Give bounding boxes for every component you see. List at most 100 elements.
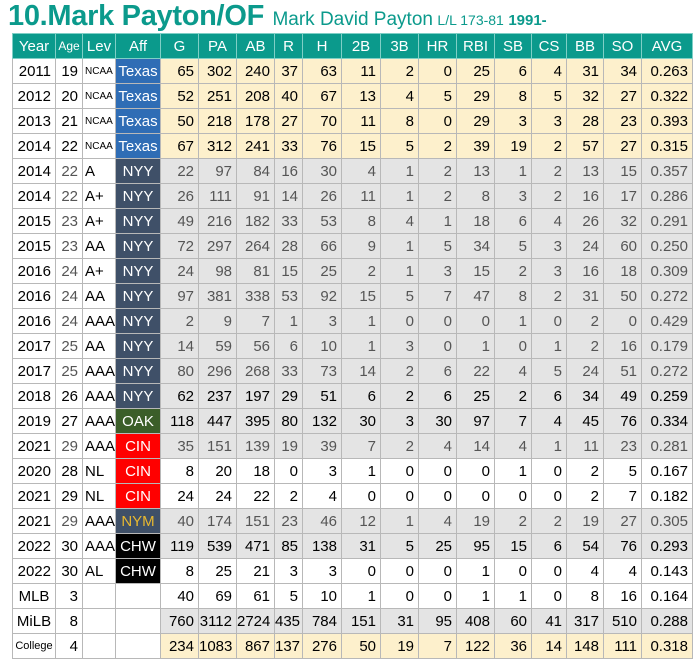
stat-pa: 297 xyxy=(198,233,237,259)
stat-h: 92 xyxy=(302,283,342,309)
table-row: 2015 23 AA NYY 72 297 264 28 66 9 1 5 34 5 3 24 60 0.250 xyxy=(12,233,693,259)
affiliation-cell: NYY xyxy=(115,383,161,409)
column-header-pa[interactable]: PA xyxy=(198,33,237,59)
affiliation-cell: Texas xyxy=(115,58,161,84)
stat-bb: 57 xyxy=(566,133,604,159)
column-header-ab[interactable]: AB xyxy=(236,33,275,59)
column-header-cs[interactable]: CS xyxy=(531,33,567,59)
column-header-2b[interactable]: 2B xyxy=(341,33,381,59)
table-row: 2018 26 AAA NYY 62 237 197 29 51 6 2 6 25 2 6 34 49 0.259 xyxy=(12,383,693,409)
column-header-avg[interactable]: AVG xyxy=(641,33,693,59)
stat-3b: 1 xyxy=(380,233,419,259)
stat-rbi: 0 xyxy=(456,483,495,509)
affiliation-cell: CIN xyxy=(115,433,161,459)
table-row: MLB 3 40 69 61 5 10 1 0 0 1 1 0 8 16 0.164 xyxy=(12,583,693,609)
stat-cs: 5 xyxy=(531,358,567,384)
stat-cs: 0 xyxy=(531,583,567,609)
column-header-year[interactable]: Year xyxy=(12,33,56,59)
stat-h: 138 xyxy=(302,533,342,559)
age-cell: 28 xyxy=(55,458,83,484)
stat-hr: 5 xyxy=(418,83,457,109)
stat-hr: 7 xyxy=(418,633,457,659)
stat-r: 40 xyxy=(274,83,303,109)
stat-rbi: 0 xyxy=(456,458,495,484)
stat-cs: 4 xyxy=(531,58,567,84)
table-row: 2016 24 A+ NYY 24 98 81 15 25 2 1 3 15 2 3 16 18 0.309 xyxy=(12,258,693,284)
column-header-g[interactable]: G xyxy=(160,33,199,59)
stat-r: 33 xyxy=(274,133,303,159)
stat-3b: 5 xyxy=(380,133,419,159)
column-header-lev[interactable]: Lev xyxy=(82,33,116,59)
stat-cs: 0 xyxy=(531,483,567,509)
affiliation-cell xyxy=(115,583,161,609)
stat-g: 40 xyxy=(160,508,199,534)
year-cell: 2016 xyxy=(12,258,56,284)
stat-bb: 45 xyxy=(566,408,604,434)
column-header-rbi[interactable]: RBI xyxy=(456,33,495,59)
stat-g: 50 xyxy=(160,108,199,134)
stat-avg: 0.272 xyxy=(641,358,693,384)
stat-g: 97 xyxy=(160,283,199,309)
stat-avg: 0.309 xyxy=(641,258,693,284)
stat-so: 76 xyxy=(603,533,642,559)
column-header-3b[interactable]: 3B xyxy=(380,33,419,59)
stat-so: 76 xyxy=(603,408,642,434)
stat-sb: 4 xyxy=(494,358,532,384)
table-row: 2017 25 AA NYY 14 59 56 6 10 1 3 0 1 0 1 2 16 0.179 xyxy=(12,333,693,359)
age-cell: 26 xyxy=(55,383,83,409)
stat-so: 510 xyxy=(603,608,642,634)
level-cell: NCAA xyxy=(82,133,116,159)
stat-3b: 5 xyxy=(380,283,419,309)
table-row: 2016 24 AAA NYY 2 9 7 1 3 1 0 0 0 1 0 2 0 0.429 xyxy=(12,308,693,334)
level-cell: NCAA xyxy=(82,58,116,84)
stat-3b: 1 xyxy=(380,258,419,284)
stat-r: 80 xyxy=(274,408,303,434)
column-header-h[interactable]: H xyxy=(302,33,342,59)
table-row: 2021 29 NL CIN 24 24 22 2 4 0 0 0 0 0 0 2 7 0.182 xyxy=(12,483,693,509)
stat-h: 784 xyxy=(302,608,342,634)
column-header-bb[interactable]: BB xyxy=(566,33,604,59)
stat-hr: 95 xyxy=(418,608,457,634)
stat-sb: 6 xyxy=(494,208,532,234)
table-row: 2013 21 NCAA Texas 50 218 178 27 70 11 8 0 29 3 3 28 23 0… xyxy=(12,108,693,134)
stat-2b: 151 xyxy=(341,608,381,634)
stat-avg: 0.182 xyxy=(641,483,693,509)
year-cell: 2017 xyxy=(12,358,56,384)
column-header-age[interactable]: Age xyxy=(55,33,83,59)
stat-pa: 151 xyxy=(198,433,237,459)
level-cell: AAA xyxy=(82,383,116,409)
column-header-hr[interactable]: HR xyxy=(418,33,457,59)
stat-rbi: 18 xyxy=(456,208,495,234)
table-row: 2022 30 AAA CHW 119 539 471 85 138 31 5 25 95 15 6 54 76… xyxy=(12,533,693,559)
player-title: 10.Mark Payton/OF Mark David Payton L/L … xyxy=(8,0,547,34)
affiliation-cell: Texas xyxy=(115,108,161,134)
column-header-sb[interactable]: SB xyxy=(494,33,532,59)
stat-hr: 1 xyxy=(418,208,457,234)
column-header-aff[interactable]: Aff xyxy=(115,33,161,59)
stat-h: 3 xyxy=(302,458,342,484)
column-header-so[interactable]: SO xyxy=(603,33,642,59)
stat-rbi: 22 xyxy=(456,358,495,384)
year-cell: MiLB xyxy=(12,608,56,634)
table-row: 2019 27 AAA OAK 118 447 395 80 132 30 3 30 97 7 4 45 76 0… xyxy=(12,408,693,434)
stat-2b: 1 xyxy=(341,308,381,334)
table-row: 2011 19 NCAA Texas 65 302 240 37 63 11 2 0 25 6 4 31 34 0… xyxy=(12,58,693,84)
stat-h: 3 xyxy=(302,308,342,334)
affiliation-cell: NYY xyxy=(115,333,161,359)
stat-3b: 2 xyxy=(380,58,419,84)
stat-sb: 3 xyxy=(494,108,532,134)
birth-year: 1991- xyxy=(508,12,547,29)
stat-bb: 31 xyxy=(566,283,604,309)
age-cell: 29 xyxy=(55,433,83,459)
stat-3b: 1 xyxy=(380,183,419,209)
column-header-r[interactable]: R xyxy=(274,33,303,59)
stat-hr: 0 xyxy=(418,333,457,359)
stat-so: 111 xyxy=(603,633,642,659)
stat-hr: 0 xyxy=(418,458,457,484)
stats-table: Year Age Lev Aff G PA AB R H 2B 3B HR RBI SB CS BB SO AVG… xyxy=(12,33,693,659)
stat-so: 16 xyxy=(603,583,642,609)
stat-rbi: 408 xyxy=(456,608,495,634)
level-cell: A xyxy=(82,158,116,184)
stat-r: 435 xyxy=(274,608,303,634)
year-cell: 2015 xyxy=(12,233,56,259)
